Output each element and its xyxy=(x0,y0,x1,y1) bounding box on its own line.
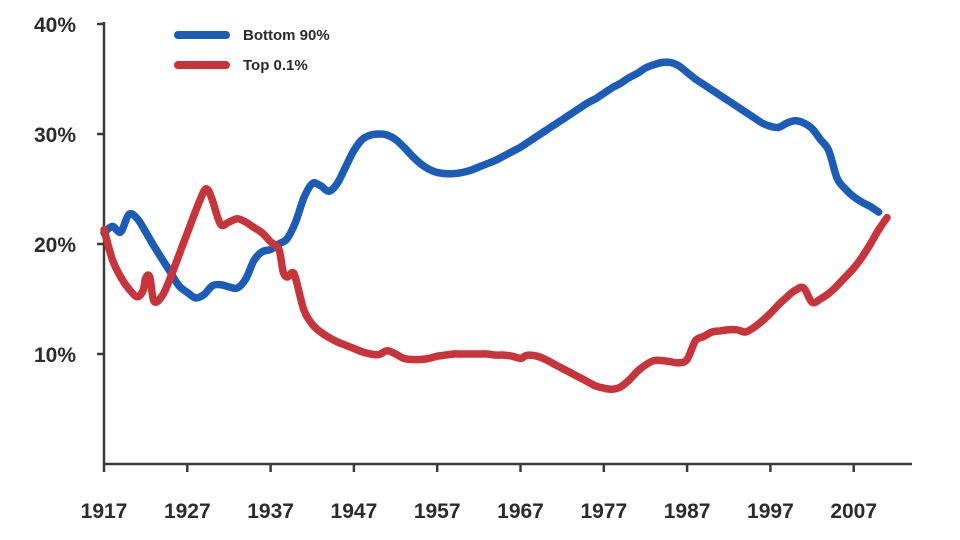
x-tick-label: 1917 xyxy=(81,500,128,523)
x-tick-label: 1927 xyxy=(164,500,211,523)
legend-label-top-0-1: Top 0.1% xyxy=(243,57,308,74)
y-tick-label: 20% xyxy=(34,234,76,257)
axes xyxy=(102,22,912,466)
y-tick-label: 30% xyxy=(34,124,76,147)
x-tick-label: 1997 xyxy=(747,500,794,523)
series-line-bottom-90 xyxy=(100,58,883,302)
y-ticks: 10% 20% 30% 40% xyxy=(34,14,104,367)
legend-label-bottom-90: Bottom 90% xyxy=(243,27,330,44)
x-tick-label: 1957 xyxy=(414,500,461,523)
series-line-top-0-1 xyxy=(100,185,891,393)
x-tick-label: 2007 xyxy=(830,500,877,523)
x-tick-label: 1947 xyxy=(331,500,378,523)
series-group xyxy=(100,58,891,393)
y-tick-label: 40% xyxy=(34,14,76,37)
legend: Bottom 90% Top 0.1% xyxy=(174,27,330,74)
y-tick-label: 10% xyxy=(34,344,76,367)
x-tick-label: 1937 xyxy=(247,500,294,523)
x-ticks: 1917 1927 1937 1947 1957 1967 1977 1987 1997 2007 xyxy=(81,464,877,523)
x-tick-label: 1967 xyxy=(497,500,544,523)
x-tick-label: 1987 xyxy=(664,500,711,523)
x-tick-label: 1977 xyxy=(580,500,627,523)
